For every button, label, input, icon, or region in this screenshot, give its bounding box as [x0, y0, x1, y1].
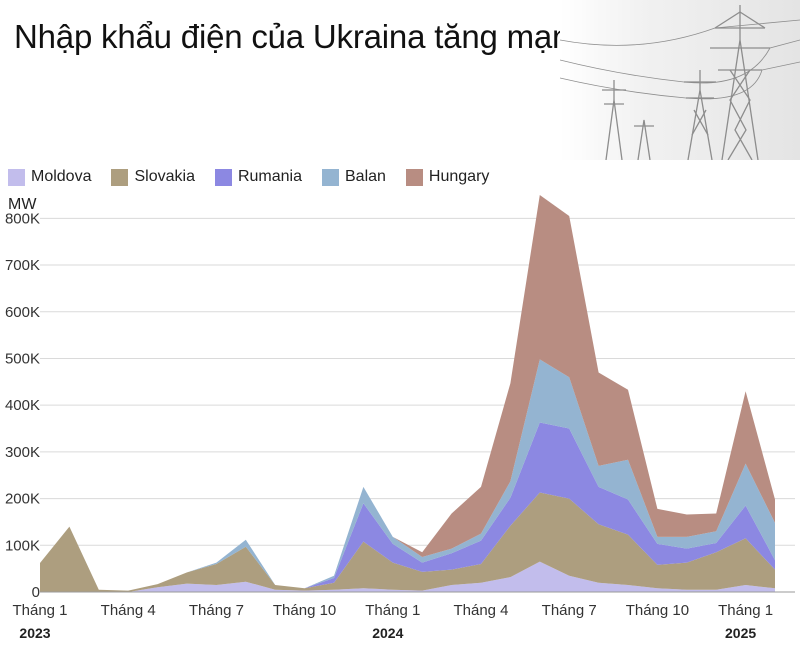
- x-year-label: 2025: [725, 625, 756, 641]
- area-slovakia: [40, 492, 775, 592]
- area-moldova: [40, 561, 775, 592]
- legend-label: Moldova: [31, 168, 92, 185]
- legend-item-moldova: Moldova: [8, 168, 91, 186]
- area-hungary: [40, 195, 775, 591]
- power-transmission-tower-icon: [560, 0, 800, 160]
- legend-swatch: [8, 168, 25, 186]
- y-axis-unit: MW: [8, 196, 37, 213]
- legend-label: Hungary: [428, 168, 490, 185]
- legend-item-slovakia: Slovakia: [111, 168, 195, 186]
- x-tick-label: Tháng 1: [718, 602, 773, 619]
- x-tick-label: Tháng 7: [189, 602, 244, 619]
- y-tick-label: 600K: [5, 304, 40, 321]
- legend-label: Rumania: [237, 168, 302, 185]
- y-tick-label: 100K: [5, 537, 40, 554]
- y-tick-label: 500K: [5, 350, 40, 367]
- x-tick-label: Tháng 10: [273, 602, 336, 619]
- legend-swatch: [405, 168, 423, 186]
- legend-label: Balan: [345, 168, 386, 185]
- area-rumania: [40, 422, 775, 591]
- y-tick-label: 700K: [5, 257, 40, 274]
- x-tick-label: Tháng 10: [626, 602, 689, 619]
- y-tick-label: 300K: [5, 444, 40, 461]
- x-tick-label: Tháng 4: [453, 602, 508, 619]
- x-tick-label: Tháng 1: [365, 602, 420, 619]
- legend-swatch: [111, 168, 129, 186]
- y-tick-label: 200K: [5, 491, 40, 508]
- x-tick-label: Tháng 7: [542, 602, 597, 619]
- legend-item-balan: Balan: [322, 168, 386, 186]
- legend-swatch: [214, 168, 232, 186]
- y-tick-label: 400K: [5, 397, 40, 414]
- x-tick-label: Tháng 4: [101, 602, 156, 619]
- x-tick-label: Tháng 1: [12, 602, 67, 619]
- x-year-label: 2023: [19, 625, 50, 641]
- legend-item-rumania: Rumania: [214, 168, 302, 186]
- chart-title: Nhập khẩu điện của Ukraina tăng mạnh: [14, 18, 589, 55]
- legend: Moldova Slovakia Rumania Balan Hungary: [8, 166, 509, 188]
- legend-swatch: [322, 168, 339, 186]
- legend-item-hungary: Hungary: [405, 168, 490, 186]
- y-tick-label: 800K: [5, 210, 40, 227]
- y-tick-label: 0: [32, 584, 40, 601]
- x-year-label: 2024: [372, 625, 403, 641]
- legend-label: Slovakia: [134, 168, 195, 185]
- area-balan: [40, 359, 775, 591]
